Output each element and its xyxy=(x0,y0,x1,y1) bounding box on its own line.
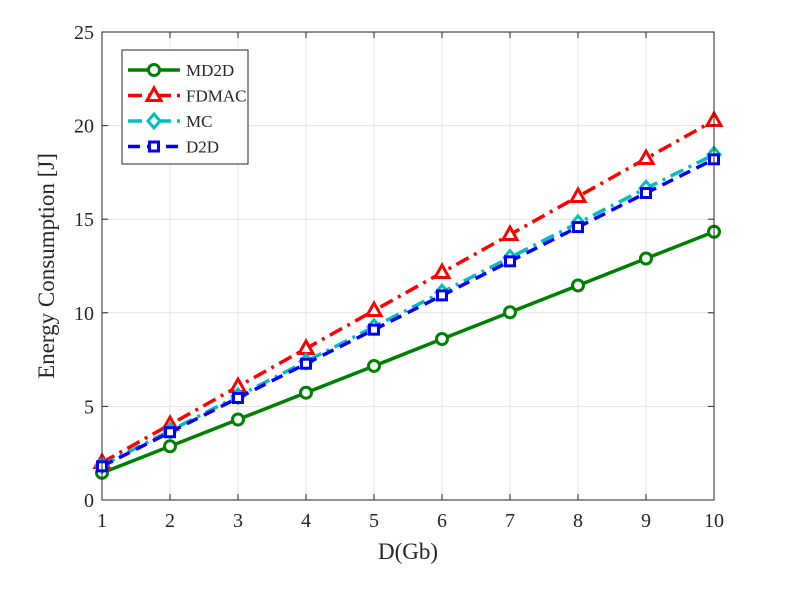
data-point-md2d xyxy=(435,332,449,347)
data-point-fdmac xyxy=(568,185,588,204)
data-point-fdmac xyxy=(500,223,520,242)
data-point-d2d xyxy=(504,255,516,268)
x-tick-label: 10 xyxy=(704,510,724,532)
data-point-fdmac xyxy=(636,147,656,166)
x-axis-label: D(Gb) xyxy=(378,539,438,564)
data-point-md2d xyxy=(639,251,653,266)
series-layer xyxy=(92,109,724,480)
legend-label-d2d: D2D xyxy=(186,138,219,157)
data-point-d2d xyxy=(436,289,448,302)
data-point-md2d xyxy=(163,439,177,454)
x-tick-label: 2 xyxy=(165,510,175,532)
y-tick-label: 15 xyxy=(74,209,94,231)
legend-marker-md2d xyxy=(147,63,161,77)
x-tick-label: 9 xyxy=(641,510,651,532)
x-tick-label: 8 xyxy=(573,510,583,532)
series-line-md2d xyxy=(101,230,715,475)
legend-item-mc: MC xyxy=(128,111,212,131)
series-md2d xyxy=(95,224,721,480)
data-point-md2d xyxy=(367,358,381,373)
axis-ticks: 1 2 3 4 5 6 7 8 9 10 0 5 10 15 20 25 xyxy=(74,22,724,532)
data-point-md2d xyxy=(299,385,313,400)
legend-marker-d2d xyxy=(148,140,160,153)
x-tick-label: 4 xyxy=(301,510,311,532)
y-tick-label: 25 xyxy=(74,22,94,44)
x-tick-label: 1 xyxy=(97,510,107,532)
y-tick-label: 20 xyxy=(74,116,94,138)
y-tick-label: 10 xyxy=(74,303,94,325)
legend: MD2D FDMAC MC D2D xyxy=(121,49,249,165)
legend-label-md2d: MD2D xyxy=(186,61,234,80)
legend-label-fdmac: FDMAC xyxy=(186,87,246,106)
data-point-md2d xyxy=(571,278,585,293)
data-point-d2d xyxy=(368,323,380,336)
legend-label-mc: MC xyxy=(186,112,212,131)
y-tick-label: 5 xyxy=(84,396,94,418)
grid-lines xyxy=(102,32,714,500)
legend-item-d2d: D2D xyxy=(128,138,219,157)
data-point-md2d xyxy=(503,305,517,320)
data-point-d2d xyxy=(164,426,176,439)
data-point-fdmac xyxy=(364,299,384,318)
data-point-fdmac xyxy=(432,261,452,280)
series-line-fdmac xyxy=(101,119,715,465)
legend-marker-mc xyxy=(146,111,162,131)
x-tick-label: 3 xyxy=(233,510,243,532)
data-point-d2d xyxy=(232,391,244,404)
x-tick-label: 5 xyxy=(369,510,379,532)
legend-item-fdmac: FDMAC xyxy=(128,84,246,106)
data-point-d2d xyxy=(572,221,584,234)
series-line-d2d xyxy=(101,157,715,468)
plot-frame xyxy=(101,31,715,501)
legend-item-md2d: MD2D xyxy=(128,61,234,80)
y-axis-label: Energy Consumption [J] xyxy=(34,153,59,379)
legend-marker-fdmac xyxy=(144,84,164,102)
data-point-md2d xyxy=(231,412,245,427)
x-tick-label: 6 xyxy=(437,510,447,532)
series-line-mc xyxy=(101,153,715,467)
data-point-d2d xyxy=(640,186,652,199)
x-tick-label: 7 xyxy=(505,510,515,532)
y-tick-label: 0 xyxy=(84,490,94,512)
data-point-d2d xyxy=(300,357,312,370)
